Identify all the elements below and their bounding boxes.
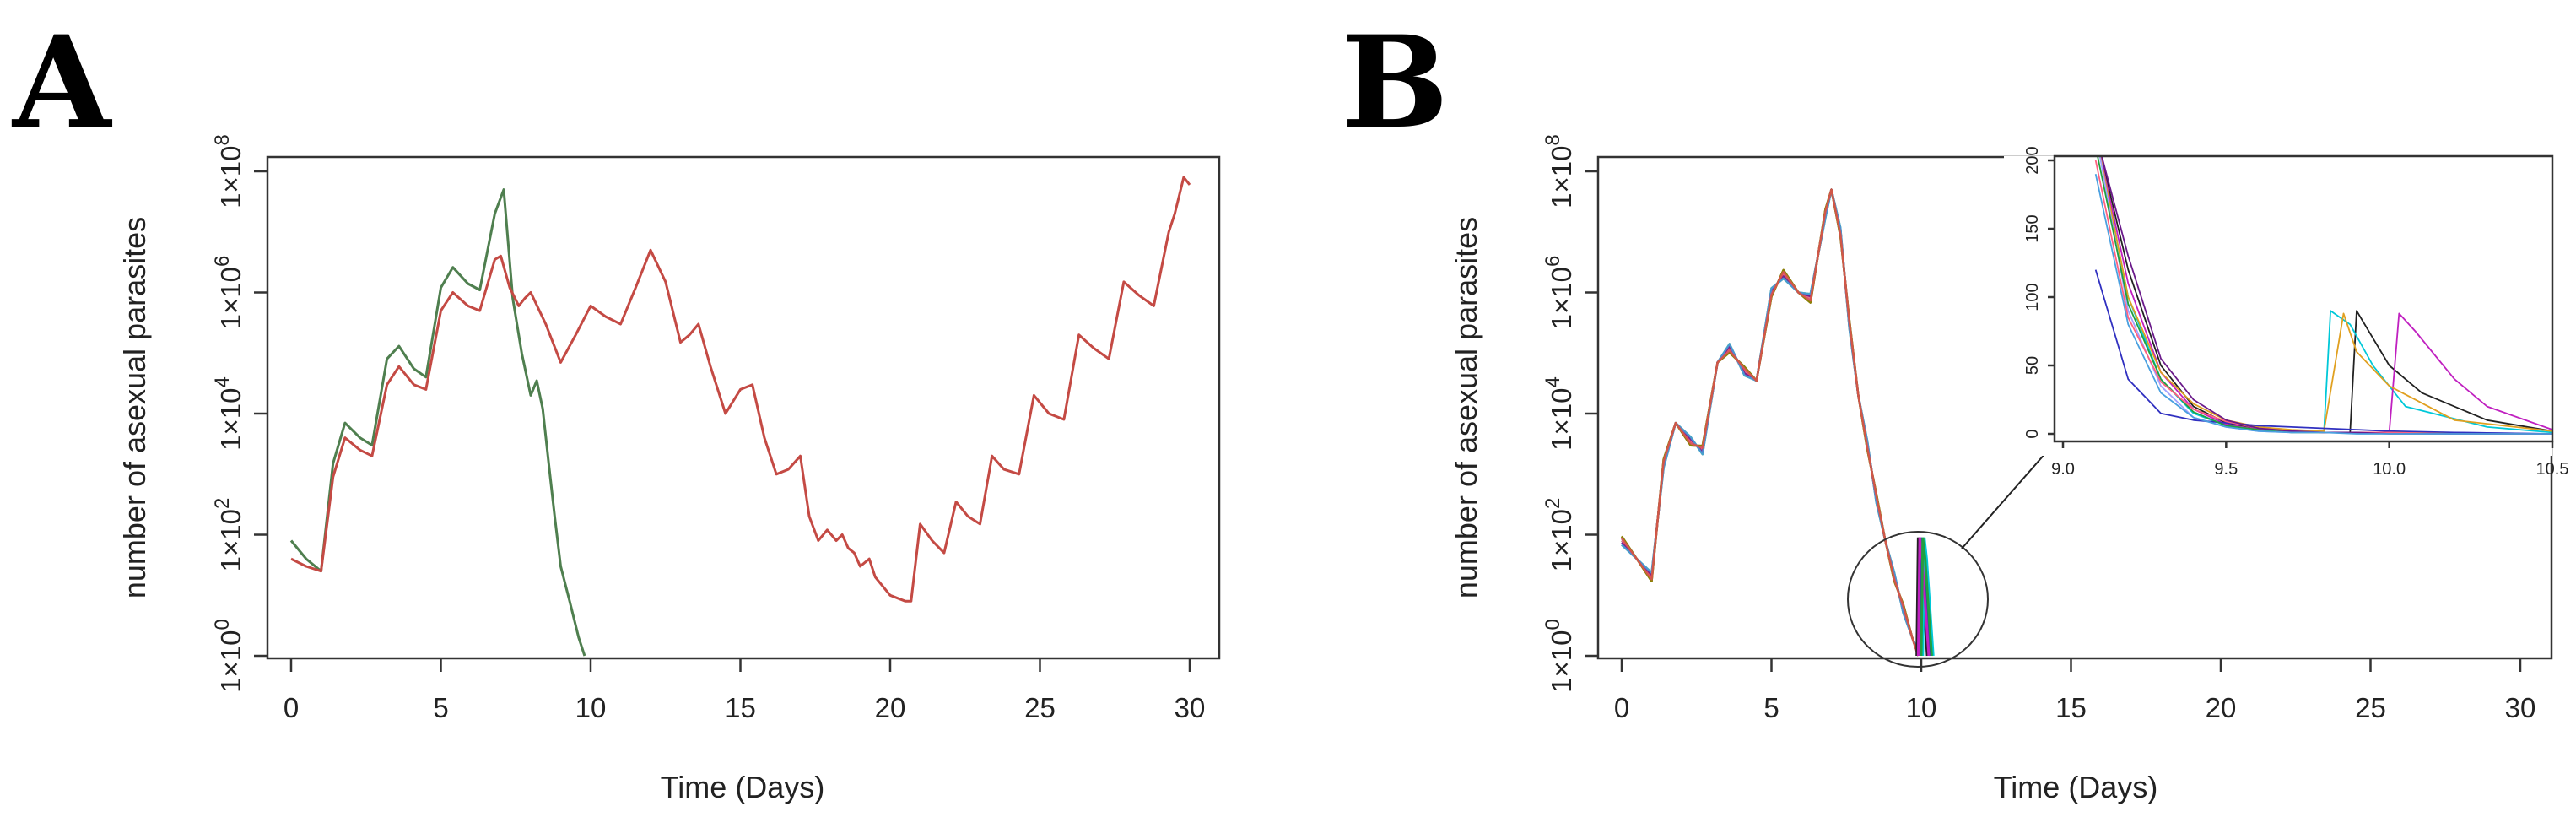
inset-x-ticks: 9.0 9.5 10.0 10.5 <box>2051 441 2568 479</box>
y-tick-base: 1×10 <box>1546 146 1577 208</box>
y-tick-base: 1×10 <box>1546 388 1577 451</box>
x-tick-label: 20 <box>875 692 906 723</box>
x-tick-label: 30 <box>1175 692 1206 723</box>
inset-y-tick-label: 50 <box>2023 356 2042 375</box>
y-tick-label: 1×106 <box>211 256 246 330</box>
highlight-circle <box>1847 531 1989 668</box>
x-tick-label: 25 <box>2355 692 2386 723</box>
x-tick-label: 20 <box>2206 692 2237 723</box>
inset: 9.0 9.5 10.0 10.5 0 50 100 150 200 <box>2004 146 2568 479</box>
series-line-a-0 <box>289 188 586 657</box>
x-tick-label: 10 <box>1906 692 1937 723</box>
x-tick-label: 15 <box>2055 692 2087 723</box>
y-tick-label: 1×100 <box>211 619 246 693</box>
inset-series-line-9 <box>2094 174 2552 435</box>
inset-background <box>2004 156 2552 456</box>
y-tick-exponent: 2 <box>211 498 234 509</box>
panel-a: A 0 5 10 15 20 25 30 1×1001×1021×1041×1061×108… <box>11 8 1221 804</box>
x-axis-title-a: Time (Days) <box>661 770 825 804</box>
series-group-a <box>289 176 1191 657</box>
panel-letter-b: B <box>1342 8 1449 157</box>
y-tick-label: 1×102 <box>1542 498 1577 572</box>
y-tick-label: 1×102 <box>211 498 246 572</box>
y-tick-label: 1×106 <box>1542 256 1577 330</box>
recrudescence-spike-4 <box>1920 537 1933 657</box>
series-line-b-3 <box>1621 188 1920 654</box>
x-axis-title-b: Time (Days) <box>1994 770 2158 804</box>
x-ticks-b: 0 5 10 15 20 25 30 <box>1614 658 2536 723</box>
y-axis-title-b: number of asexual parasites <box>1449 217 1483 598</box>
y-tick-exponent: 8 <box>1542 134 1564 145</box>
recrudescence-spike-3 <box>1916 537 1931 657</box>
y-tick-label: 1×108 <box>1542 134 1577 208</box>
y-tick-label: 1×104 <box>211 376 246 451</box>
inset-x-tick-label: 10.5 <box>2536 460 2569 479</box>
y-tick-base: 1×10 <box>215 267 246 329</box>
y-tick-exponent: 8 <box>211 134 234 145</box>
y-tick-exponent: 6 <box>1542 256 1564 267</box>
x-tick-label: 30 <box>2505 692 2536 723</box>
y-tick-label: 1×108 <box>211 134 246 208</box>
y-tick-label: 1×100 <box>1542 619 1577 693</box>
series-line-b-6 <box>1620 188 1920 657</box>
panel-letter-a: A <box>11 8 113 157</box>
plot-frame-a <box>266 155 1221 660</box>
x-tick-label: 15 <box>725 692 756 723</box>
inset-lines <box>2094 156 2552 435</box>
inset-y-tick-label: 150 <box>2023 214 2042 242</box>
series-line-b-1 <box>1620 188 1920 657</box>
y-tick-exponent: 4 <box>1542 376 1564 387</box>
x-tick-label: 5 <box>433 692 448 723</box>
series-line-b-8 <box>1621 188 1920 654</box>
y-tick-exponent: 0 <box>211 619 234 630</box>
x-tick-label: 10 <box>575 692 607 723</box>
x-ticks-a: 0 5 10 15 20 25 30 <box>284 658 1206 723</box>
y-tick-base: 1×10 <box>215 388 246 451</box>
inset-y-tick-label: 200 <box>2023 146 2042 174</box>
x-tick-label: 0 <box>284 692 299 723</box>
inset-y-tick-label: 100 <box>2023 283 2042 311</box>
inset-series-line-5 <box>2094 269 2552 435</box>
y-tick-base: 1×10 <box>215 146 246 208</box>
inset-y-ticks: 0 50 100 150 200 <box>2023 146 2055 439</box>
series-line-a-1 <box>290 176 1191 603</box>
x-tick-label: 0 <box>1614 692 1629 723</box>
x-tick-label: 25 <box>1024 692 1056 723</box>
y-tick-exponent: 2 <box>1542 498 1564 509</box>
y-tick-base: 1×10 <box>1546 630 1577 693</box>
series-line-b-5 <box>1620 188 1920 657</box>
series-line-b-9 <box>1621 188 1920 652</box>
y-tick-exponent: 6 <box>211 256 234 267</box>
inset-x-tick-label: 9.0 <box>2051 460 2075 479</box>
inset-x-tick-label: 10.0 <box>2373 460 2406 479</box>
inset-series-group <box>2094 156 2552 435</box>
inset-frame <box>2053 154 2554 443</box>
y-tick-exponent: 4 <box>211 376 234 387</box>
y-tick-base: 1×10 <box>1546 509 1577 571</box>
y-tick-base: 1×10 <box>215 509 246 571</box>
series-group-b <box>1620 188 1935 657</box>
series-line-b-4 <box>1621 188 1920 652</box>
series-line-b-10 <box>1620 188 1920 657</box>
inset-y-tick-label: 0 <box>2023 429 2042 438</box>
series-line-b-0 <box>1620 188 1920 657</box>
y-axis-title-a: number of asexual parasites <box>117 217 152 598</box>
inset-series-line-3 <box>2099 156 2552 432</box>
series-line-b-11 <box>1620 188 1920 657</box>
inset-x-tick-label: 9.5 <box>2214 460 2238 479</box>
series-line-b-7 <box>1621 188 1920 657</box>
x-tick-label: 5 <box>1763 692 1779 723</box>
panel-b: B 0 5 10 15 20 25 30 1×1001×1021×1041×1061×108… <box>1342 8 2568 804</box>
y-tick-exponent: 0 <box>1542 619 1564 630</box>
y-tick-label: 1×104 <box>1542 376 1577 451</box>
y-tick-base: 1×10 <box>215 630 246 693</box>
series-line-b-2 <box>1621 188 1920 657</box>
y-tick-base: 1×10 <box>1546 267 1577 329</box>
